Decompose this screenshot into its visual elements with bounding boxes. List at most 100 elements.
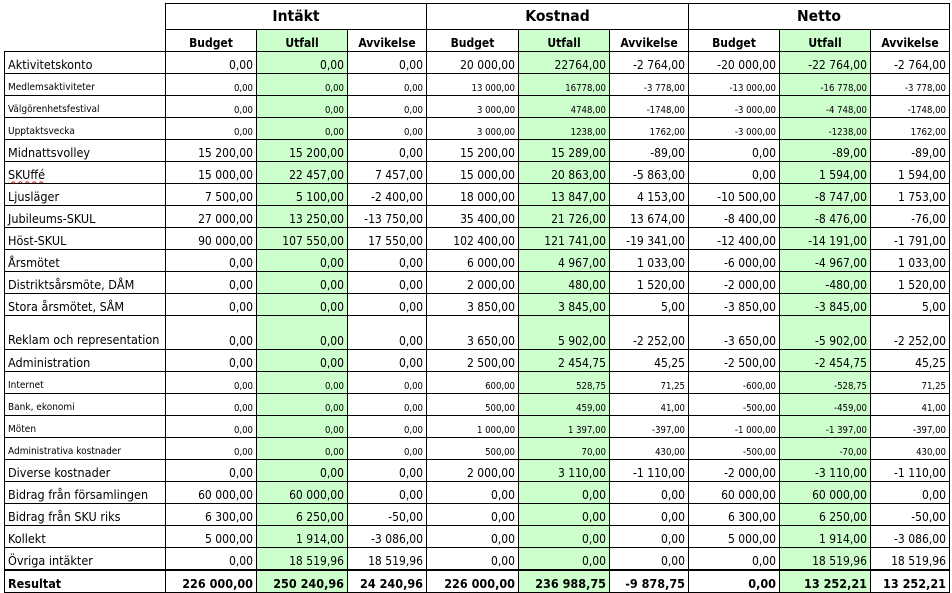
value-cell[interactable]: -13 750,00 xyxy=(347,205,427,228)
value-cell[interactable]: -70,00 xyxy=(779,437,871,460)
value-cell[interactable]: 17 550,00 xyxy=(347,227,427,250)
row-label[interactable]: Aktivitetskonto xyxy=(4,51,166,74)
value-cell[interactable]: -14 191,00 xyxy=(779,227,871,250)
value-cell[interactable]: -2 252,00 xyxy=(870,315,950,350)
value-cell[interactable]: -5 902,00 xyxy=(779,315,871,350)
value-cell[interactable]: 4748,00 xyxy=(518,95,610,118)
value-cell[interactable]: -500,00 xyxy=(688,437,780,460)
column-header-utfall[interactable]: Utfall xyxy=(256,29,348,52)
value-cell[interactable]: 0,00 xyxy=(347,371,427,394)
row-label[interactable]: Bank, ekonomi xyxy=(4,393,166,416)
value-cell[interactable]: -5 863,00 xyxy=(609,161,689,184)
value-cell[interactable]: 2 454,75 xyxy=(518,349,610,372)
value-cell[interactable]: -480,00 xyxy=(779,271,871,294)
value-cell[interactable]: -76,00 xyxy=(870,205,950,228)
value-cell[interactable]: 13 252,21 xyxy=(870,569,950,593)
value-cell[interactable]: -2 000,00 xyxy=(688,271,780,294)
value-cell[interactable]: -8 747,00 xyxy=(779,183,871,206)
value-cell[interactable]: -1 110,00 xyxy=(870,459,950,482)
value-cell[interactable]: 0,00 xyxy=(347,481,427,504)
value-cell[interactable]: -2 252,00 xyxy=(609,315,689,350)
value-cell[interactable]: -1238,00 xyxy=(779,117,871,140)
value-cell[interactable]: 41,00 xyxy=(609,393,689,416)
value-cell[interactable]: 0,00 xyxy=(347,95,427,118)
value-cell[interactable]: -1 000,00 xyxy=(688,415,780,438)
value-cell[interactable]: 0,00 xyxy=(256,459,348,482)
value-cell[interactable]: 0,00 xyxy=(256,349,348,372)
value-cell[interactable]: 4 967,00 xyxy=(518,249,610,272)
value-cell[interactable]: 0,00 xyxy=(165,371,257,394)
value-cell[interactable]: 16778,00 xyxy=(518,73,610,96)
row-label[interactable]: Medlemsaktiviteter xyxy=(4,73,166,96)
value-cell[interactable]: -6 000,00 xyxy=(688,249,780,272)
row-label[interactable]: Jubileums-SKUL xyxy=(4,205,166,228)
value-cell[interactable]: -89,00 xyxy=(779,139,871,162)
value-cell[interactable]: 121 741,00 xyxy=(518,227,610,250)
value-cell[interactable]: 0,00 xyxy=(256,415,348,438)
value-cell[interactable]: 459,00 xyxy=(518,393,610,416)
value-cell[interactable]: 0,00 xyxy=(609,525,689,548)
value-cell[interactable]: 0,00 xyxy=(347,51,427,74)
value-cell[interactable]: -3 110,00 xyxy=(779,459,871,482)
value-cell[interactable]: 6 000,00 xyxy=(426,249,519,272)
value-cell[interactable]: 0,00 xyxy=(609,547,689,571)
value-cell[interactable]: 6 250,00 xyxy=(256,503,348,526)
value-cell[interactable]: -528,75 xyxy=(779,371,871,394)
value-cell[interactable]: 5 000,00 xyxy=(688,525,780,548)
column-header-budget[interactable]: Budget xyxy=(426,29,519,52)
value-cell[interactable]: 0,00 xyxy=(165,393,257,416)
value-cell[interactable]: 500,00 xyxy=(426,393,519,416)
group-header-kostnad[interactable]: Kostnad xyxy=(426,3,689,30)
value-cell[interactable]: 0,00 xyxy=(165,73,257,96)
value-cell[interactable]: 0,00 xyxy=(256,371,348,394)
value-cell[interactable]: 1 520,00 xyxy=(609,271,689,294)
value-cell[interactable]: 250 240,96 xyxy=(256,569,348,593)
value-cell[interactable]: 6 300,00 xyxy=(688,503,780,526)
value-cell[interactable]: 2 000,00 xyxy=(426,271,519,294)
value-cell[interactable]: 0,00 xyxy=(256,117,348,140)
value-cell[interactable]: 15 200,00 xyxy=(256,139,348,162)
value-cell[interactable]: 41,00 xyxy=(870,393,950,416)
value-cell[interactable]: 18 000,00 xyxy=(426,183,519,206)
value-cell[interactable]: 0,00 xyxy=(426,525,519,548)
value-cell[interactable]: 71,25 xyxy=(870,371,950,394)
value-cell[interactable]: 0,00 xyxy=(609,503,689,526)
value-cell[interactable]: -13 000,00 xyxy=(688,73,780,96)
value-cell[interactable]: 430,00 xyxy=(609,437,689,460)
value-cell[interactable]: -12 400,00 xyxy=(688,227,780,250)
value-cell[interactable]: 0,00 xyxy=(347,437,427,460)
value-cell[interactable]: 22764,00 xyxy=(518,51,610,74)
column-header-utfall[interactable]: Utfall xyxy=(518,29,610,52)
value-cell[interactable]: 1 594,00 xyxy=(870,161,950,184)
value-cell[interactable]: -4 967,00 xyxy=(779,249,871,272)
value-cell[interactable]: 0,00 xyxy=(347,73,427,96)
value-cell[interactable]: 0,00 xyxy=(347,249,427,272)
value-cell[interactable]: 27 000,00 xyxy=(165,205,257,228)
column-header-utfall[interactable]: Utfall xyxy=(779,29,871,52)
value-cell[interactable]: 0,00 xyxy=(256,95,348,118)
value-cell[interactable]: 0,00 xyxy=(256,437,348,460)
value-cell[interactable]: 102 400,00 xyxy=(426,227,519,250)
value-cell[interactable]: 0,00 xyxy=(426,547,519,571)
value-cell[interactable]: -1 110,00 xyxy=(609,459,689,482)
value-cell[interactable]: 1 033,00 xyxy=(870,249,950,272)
row-label[interactable]: Resultat xyxy=(4,569,166,593)
value-cell[interactable]: 0,00 xyxy=(347,139,427,162)
value-cell[interactable]: -3 086,00 xyxy=(347,525,427,548)
value-cell[interactable]: 20 000,00 xyxy=(426,51,519,74)
value-cell[interactable]: 13 250,00 xyxy=(256,205,348,228)
value-cell[interactable]: 13 000,00 xyxy=(426,73,519,96)
value-cell[interactable]: 0,00 xyxy=(165,271,257,294)
value-cell[interactable]: 71,25 xyxy=(609,371,689,394)
value-cell[interactable]: 5 100,00 xyxy=(256,183,348,206)
value-cell[interactable]: 500,00 xyxy=(426,437,519,460)
value-cell[interactable]: -2 000,00 xyxy=(688,459,780,482)
value-cell[interactable]: 3 000,00 xyxy=(426,117,519,140)
value-cell[interactable]: 3 000,00 xyxy=(426,95,519,118)
value-cell[interactable]: 45,25 xyxy=(609,349,689,372)
row-label[interactable]: Bidrag från församlingen xyxy=(4,481,166,504)
value-cell[interactable]: -3 845,00 xyxy=(779,293,871,316)
value-cell[interactable]: -19 341,00 xyxy=(609,227,689,250)
column-header-budget[interactable]: Budget xyxy=(688,29,780,52)
value-cell[interactable]: -2 764,00 xyxy=(609,51,689,74)
